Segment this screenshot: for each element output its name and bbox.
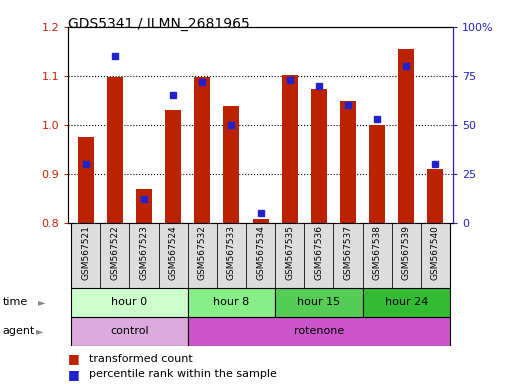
Bar bbox=[71, 317, 187, 346]
Text: GSM567535: GSM567535 bbox=[285, 225, 293, 280]
Bar bbox=[223, 106, 239, 223]
Text: GSM567523: GSM567523 bbox=[139, 225, 148, 280]
Bar bbox=[281, 75, 297, 223]
Text: time: time bbox=[3, 297, 28, 307]
Bar bbox=[420, 223, 449, 288]
Text: percentile rank within the sample: percentile rank within the sample bbox=[88, 369, 276, 379]
Bar bbox=[333, 223, 362, 288]
Text: ■: ■ bbox=[68, 353, 80, 366]
Text: GSM567539: GSM567539 bbox=[401, 225, 410, 280]
Bar bbox=[362, 223, 391, 288]
Bar bbox=[187, 223, 217, 288]
Bar bbox=[310, 89, 326, 223]
Bar bbox=[129, 223, 158, 288]
Text: ►: ► bbox=[36, 326, 44, 336]
Bar bbox=[136, 189, 152, 223]
Text: GSM567522: GSM567522 bbox=[110, 225, 119, 280]
Text: rotenone: rotenone bbox=[293, 326, 343, 336]
Bar bbox=[217, 223, 245, 288]
Text: agent: agent bbox=[3, 326, 35, 336]
Bar bbox=[304, 223, 333, 288]
Bar bbox=[158, 223, 187, 288]
Text: GSM567540: GSM567540 bbox=[430, 225, 439, 280]
Text: GSM567537: GSM567537 bbox=[343, 225, 352, 280]
Bar bbox=[107, 77, 123, 223]
Bar bbox=[362, 288, 449, 317]
Bar bbox=[78, 137, 93, 223]
Text: hour 24: hour 24 bbox=[384, 297, 427, 308]
Bar bbox=[71, 288, 187, 317]
Bar bbox=[187, 317, 449, 346]
Bar bbox=[245, 223, 275, 288]
Bar bbox=[275, 223, 304, 288]
Bar bbox=[368, 125, 384, 223]
Bar bbox=[339, 101, 356, 223]
Bar bbox=[187, 288, 275, 317]
Bar bbox=[252, 219, 268, 223]
Bar bbox=[194, 77, 210, 223]
Bar bbox=[397, 49, 414, 223]
Text: GSM567532: GSM567532 bbox=[197, 225, 207, 280]
Text: transformed count: transformed count bbox=[88, 354, 192, 364]
Bar bbox=[71, 223, 100, 288]
Text: ■: ■ bbox=[68, 368, 80, 381]
Text: hour 0: hour 0 bbox=[111, 297, 147, 308]
Bar bbox=[165, 110, 181, 223]
Text: ►: ► bbox=[38, 297, 45, 307]
Text: GSM567538: GSM567538 bbox=[372, 225, 381, 280]
Text: GDS5341 / ILMN_2681965: GDS5341 / ILMN_2681965 bbox=[68, 17, 249, 31]
Bar bbox=[391, 223, 420, 288]
Text: GSM567521: GSM567521 bbox=[81, 225, 90, 280]
Text: GSM567524: GSM567524 bbox=[168, 225, 177, 280]
Text: GSM567536: GSM567536 bbox=[314, 225, 323, 280]
Text: control: control bbox=[110, 326, 148, 336]
Bar bbox=[427, 169, 442, 223]
Text: GSM567534: GSM567534 bbox=[256, 225, 265, 280]
Text: hour 15: hour 15 bbox=[297, 297, 340, 308]
Text: GSM567533: GSM567533 bbox=[227, 225, 235, 280]
Text: hour 8: hour 8 bbox=[213, 297, 249, 308]
Bar bbox=[275, 288, 362, 317]
Bar bbox=[100, 223, 129, 288]
